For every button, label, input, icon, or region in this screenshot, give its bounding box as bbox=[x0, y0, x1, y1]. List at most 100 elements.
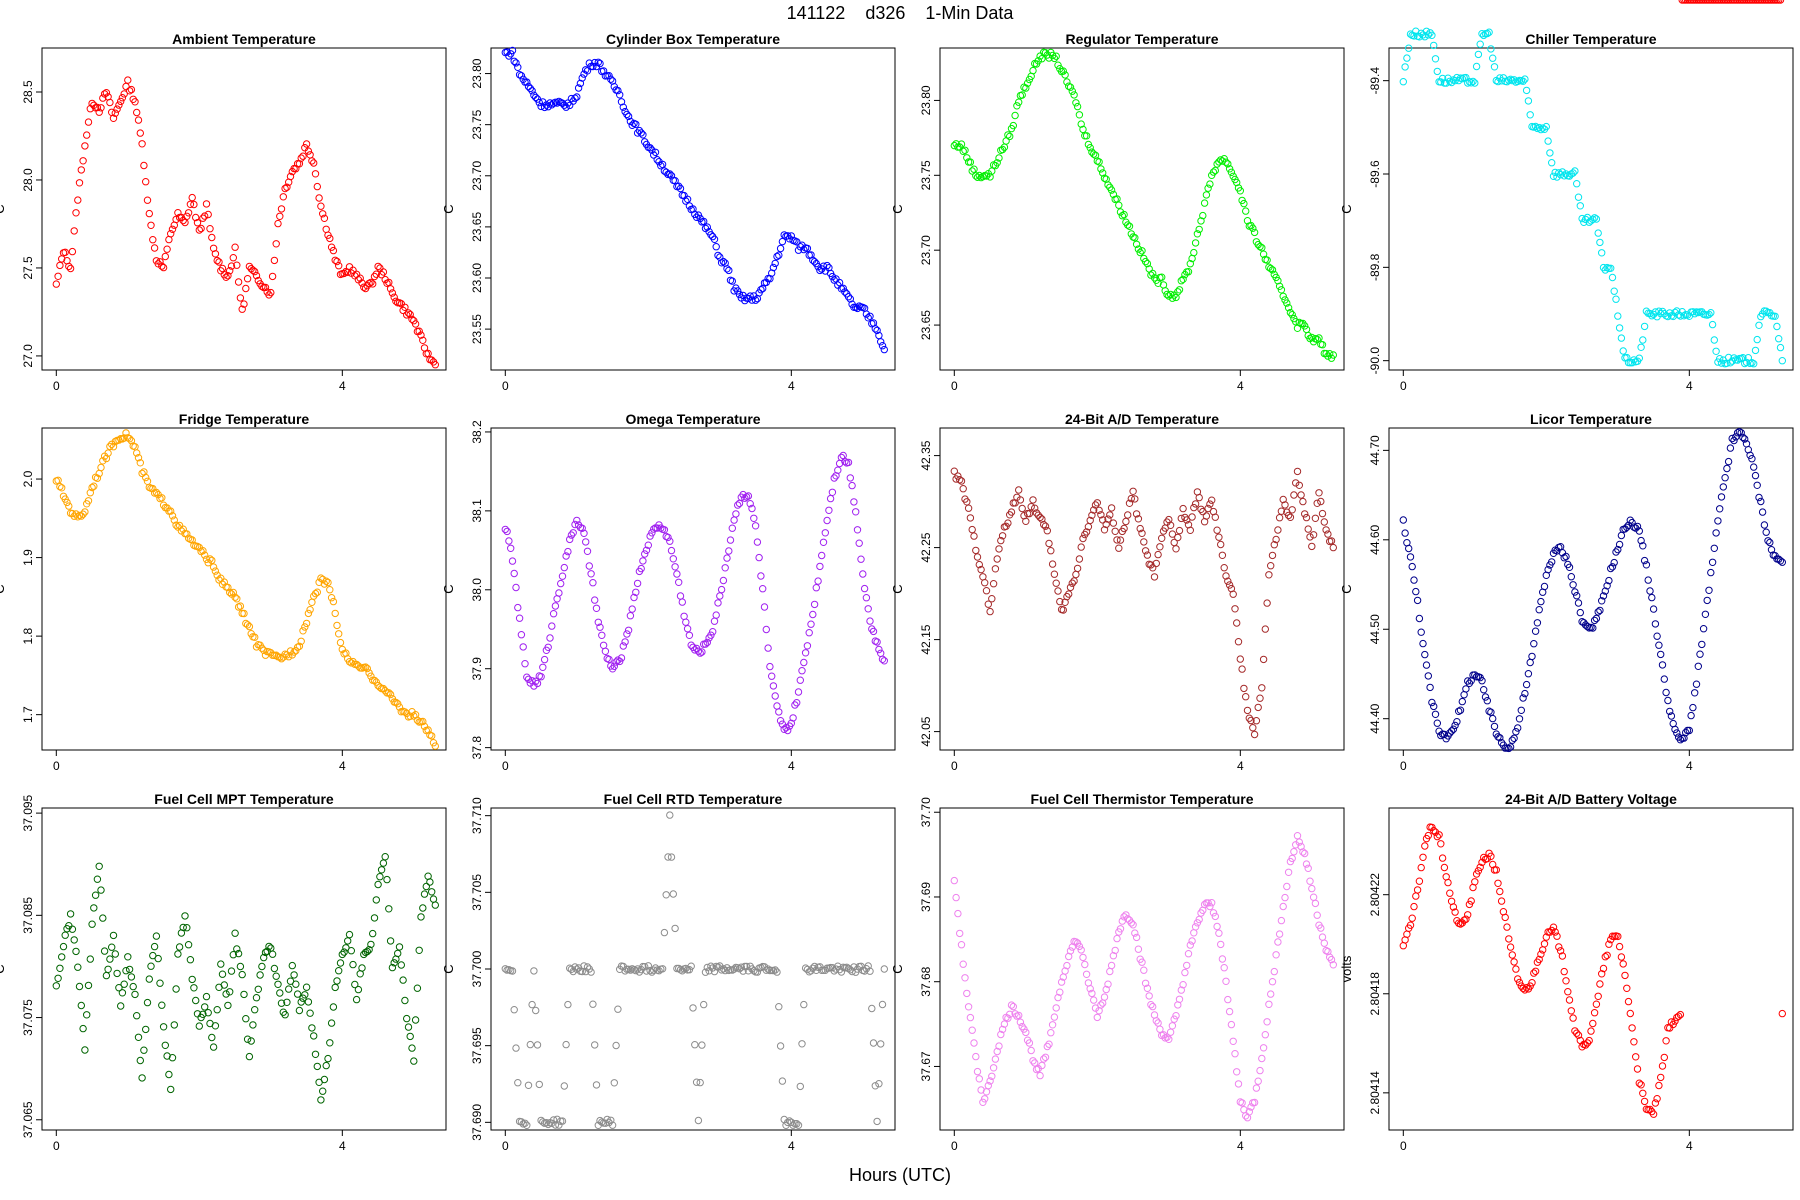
data-point bbox=[1052, 52, 1060, 60]
data-point bbox=[864, 605, 872, 613]
data-point bbox=[1275, 930, 1284, 938]
data-point bbox=[188, 536, 196, 544]
data-point bbox=[317, 574, 325, 582]
data-point bbox=[208, 1033, 216, 1042]
data-point bbox=[800, 1000, 808, 1009]
data-point bbox=[1514, 724, 1522, 732]
x-tick-label: 0 bbox=[951, 379, 958, 393]
data-point bbox=[1004, 1014, 1012, 1022]
data-point bbox=[1115, 201, 1123, 209]
data-point bbox=[100, 947, 109, 955]
data-point bbox=[204, 559, 212, 567]
data-point bbox=[1111, 946, 1119, 955]
x-tick-label: 0 bbox=[502, 379, 509, 393]
data-point bbox=[404, 309, 413, 317]
data-point bbox=[1655, 1081, 1663, 1090]
data-point bbox=[712, 611, 720, 619]
data-point bbox=[717, 585, 726, 594]
data-point bbox=[703, 223, 711, 231]
data-point bbox=[1767, 546, 1776, 554]
data-point bbox=[240, 300, 248, 308]
data-point bbox=[1138, 529, 1146, 537]
data-point bbox=[1220, 564, 1228, 572]
data-point bbox=[63, 498, 71, 507]
data-point bbox=[977, 565, 985, 574]
data-point bbox=[637, 564, 645, 573]
data-point bbox=[1097, 511, 1105, 519]
data-point bbox=[873, 326, 881, 335]
y-tick-label: 38.2 bbox=[470, 420, 484, 444]
data-point bbox=[224, 1001, 232, 1010]
data-point bbox=[292, 980, 300, 988]
data-point bbox=[1548, 159, 1556, 167]
data-point bbox=[1583, 1039, 1592, 1047]
data-point bbox=[614, 1005, 622, 1013]
data-point bbox=[1211, 912, 1220, 921]
data-point bbox=[370, 676, 379, 685]
data-point bbox=[360, 283, 368, 291]
data-point bbox=[134, 116, 143, 124]
data-point bbox=[582, 538, 590, 546]
data-point bbox=[1542, 122, 1551, 131]
data-point bbox=[72, 947, 80, 956]
data-point bbox=[601, 647, 610, 655]
data-point bbox=[292, 647, 300, 655]
data-point bbox=[1163, 1033, 1171, 1041]
data-point bbox=[669, 555, 677, 563]
chart-title: Fuel Cell MPT Temperature bbox=[154, 791, 334, 807]
data-point bbox=[322, 1061, 330, 1070]
data-point bbox=[1068, 87, 1077, 95]
data-point bbox=[526, 1040, 534, 1049]
data-point bbox=[1170, 1015, 1178, 1023]
data-point bbox=[1455, 707, 1463, 715]
data-point bbox=[1571, 167, 1579, 175]
data-point bbox=[272, 651, 280, 659]
data-point bbox=[320, 214, 329, 223]
data-point bbox=[519, 643, 527, 651]
x-tick-label: 0 bbox=[53, 1139, 60, 1153]
data-point bbox=[524, 82, 533, 91]
data-point bbox=[1530, 640, 1538, 648]
data-point bbox=[744, 492, 753, 500]
data-point bbox=[1480, 853, 1488, 862]
data-point bbox=[1184, 268, 1193, 276]
data-point bbox=[1065, 82, 1073, 90]
data-point bbox=[1229, 1037, 1237, 1046]
data-point bbox=[124, 953, 132, 961]
data-point bbox=[1131, 929, 1139, 937]
data-point bbox=[1476, 40, 1484, 48]
y-tick-label: 37.095 bbox=[21, 794, 35, 831]
y-axis-label: C bbox=[0, 584, 7, 593]
data-point bbox=[1701, 610, 1710, 618]
data-point bbox=[1673, 307, 1681, 315]
data-point bbox=[841, 288, 849, 296]
data-point bbox=[335, 262, 343, 270]
data-point bbox=[1107, 186, 1116, 194]
data-point bbox=[1649, 1110, 1658, 1118]
data-point bbox=[1624, 997, 1633, 1006]
x-tick-label: 0 bbox=[1400, 1139, 1407, 1153]
data-point bbox=[548, 622, 556, 630]
y-axis-label: C bbox=[890, 204, 905, 213]
data-point bbox=[172, 521, 180, 529]
y-tick-label: 2.80422 bbox=[1368, 873, 1382, 917]
data-point bbox=[174, 209, 182, 217]
data-point bbox=[1562, 552, 1570, 561]
data-point bbox=[1430, 702, 1438, 711]
data-point bbox=[211, 1022, 220, 1030]
data-point bbox=[1022, 517, 1030, 525]
data-point bbox=[1630, 356, 1638, 364]
data-point bbox=[1451, 721, 1459, 730]
data-point bbox=[721, 564, 729, 572]
data-point bbox=[988, 1072, 996, 1081]
data-point bbox=[231, 243, 239, 251]
data-point bbox=[1480, 686, 1488, 694]
data-point bbox=[583, 547, 592, 555]
data-point bbox=[179, 923, 187, 932]
data-point bbox=[973, 1067, 982, 1076]
data-point bbox=[1097, 1001, 1105, 1009]
data-point bbox=[54, 974, 62, 982]
data-point bbox=[1601, 587, 1610, 595]
data-point bbox=[1320, 518, 1329, 526]
data-point bbox=[1703, 596, 1711, 605]
